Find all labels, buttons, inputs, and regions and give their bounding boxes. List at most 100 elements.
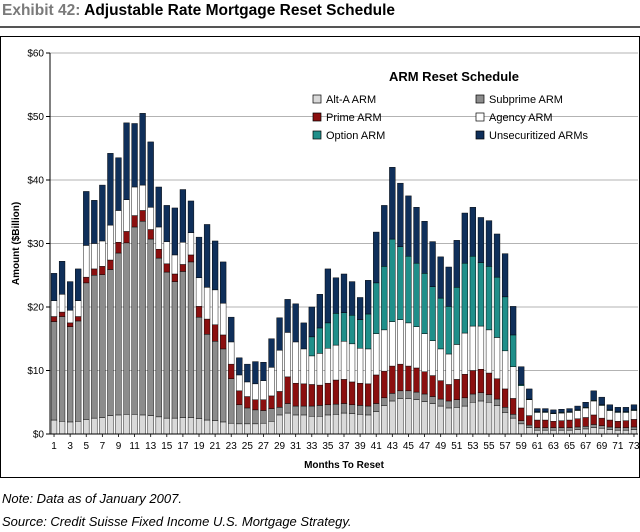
bar-unsecuritized-month-48 [429, 241, 436, 287]
bar-prime-month-16 [171, 273, 178, 282]
bar-unsecuritized-month-29 [276, 317, 283, 351]
bar-alt-a-month-13 [147, 415, 154, 435]
bar-alt-a-month-4 [75, 421, 82, 435]
bar-prime-month-47 [421, 371, 428, 395]
bar-agency-month-8 [107, 224, 114, 261]
x-tick-label: 55 [483, 441, 495, 452]
bar-prime-month-44 [397, 363, 404, 392]
bar-agency-month-36 [332, 344, 340, 381]
bar-subprime-month-1 [50, 321, 58, 421]
bar-subprime-month-6 [91, 275, 98, 419]
bar-unsecuritized-month-63 [550, 409, 557, 414]
bar-option-month-54 [477, 262, 485, 327]
bar-prime-month-42 [381, 370, 388, 399]
bar-option-month-56 [493, 276, 501, 338]
bar-alt-a-month-39 [356, 414, 364, 435]
bar-subprime-month-14 [155, 257, 162, 418]
bar-subprime-month-8 [107, 269, 114, 416]
bar-subprime-month-67 [582, 426, 589, 430]
y-tick-label: $0 [33, 430, 45, 441]
bar-option-month-41 [373, 282, 380, 334]
bar-subprime-month-34 [316, 405, 323, 417]
bar-unsecuritized-month-10 [123, 122, 130, 200]
bar-agency-month-51 [453, 344, 460, 380]
bar-alt-a-month-10 [123, 414, 130, 435]
bar-subprime-month-70 [606, 426, 613, 430]
bar-unsecuritized-month-59 [518, 366, 525, 385]
y-tick-label: $20 [27, 303, 44, 314]
bar-prime-month-30 [284, 376, 291, 404]
bar-subprime-month-63 [550, 427, 557, 431]
bar-agency-month-13 [147, 207, 154, 230]
bar-prime-month-22 [220, 334, 227, 350]
bar-agency-month-9 [115, 210, 122, 243]
bar-alt-a-month-35 [324, 414, 332, 435]
bar-agency-month-22 [220, 302, 227, 336]
bar-agency-month-63 [550, 413, 557, 422]
bar-prime-month-25 [244, 396, 251, 409]
x-tick-label: 15 [161, 441, 173, 452]
x-tick-label: 73 [628, 441, 639, 452]
bar-prime-month-62 [542, 419, 549, 428]
bar-agency-month-1 [50, 300, 58, 317]
bar-subprime-month-28 [268, 408, 275, 422]
bar-prime-month-65 [566, 419, 573, 428]
bar-option-month-39 [356, 319, 364, 349]
x-tick-label: 49 [435, 441, 447, 452]
bar-subprime-month-60 [526, 424, 533, 428]
bar-subprime-month-65 [566, 427, 573, 431]
bar-unsecuritized-month-17 [179, 189, 187, 243]
x-tick-label: 43 [387, 441, 399, 452]
bar-agency-month-54 [477, 325, 485, 370]
bar-option-month-49 [437, 297, 444, 350]
bar-agency-month-69 [598, 405, 605, 419]
bar-alt-a-month-62 [542, 429, 549, 435]
bar-prime-month-18 [187, 254, 195, 263]
bar-agency-month-2 [58, 294, 66, 313]
bar-subprime-month-32 [300, 405, 307, 416]
bar-agency-month-3 [67, 309, 74, 324]
bar-agency-month-45 [405, 322, 412, 367]
bar-prime-month-27 [260, 399, 267, 411]
bar-subprime-month-23 [228, 378, 235, 424]
bar-alt-a-month-52 [461, 405, 468, 435]
bar-prime-month-71 [614, 421, 621, 428]
x-tick-label: 69 [596, 441, 608, 452]
exhibit-label: Exhibit 42: [2, 2, 81, 19]
bar-unsecuritized-month-42 [381, 205, 388, 267]
bar-agency-month-59 [518, 385, 525, 409]
bar-prime-month-20 [203, 318, 211, 335]
bar-agency-month-47 [421, 333, 428, 372]
bar-option-month-42 [381, 266, 388, 331]
bar-alt-a-month-8 [107, 415, 114, 435]
bar-alt-a-month-34 [316, 415, 323, 435]
bar-option-month-47 [421, 273, 428, 334]
bar-option-month-48 [429, 286, 436, 341]
bar-option-month-35 [324, 322, 332, 349]
bar-unsecuritized-month-60 [526, 388, 533, 400]
bar-prime-month-5 [83, 276, 90, 284]
bar-unsecuritized-month-56 [493, 233, 501, 278]
bar-alt-a-month-43 [389, 400, 396, 435]
legend-label-unsecuritized: Unsecuritized ARMs [489, 130, 589, 142]
bar-unsecuritized-month-41 [373, 231, 380, 284]
bar-agency-month-65 [566, 412, 573, 421]
bar-unsecuritized-month-8 [107, 153, 114, 226]
x-tick-label: 5 [83, 441, 89, 452]
bar-subprime-month-22 [220, 348, 227, 423]
x-tick-label: 51 [451, 441, 463, 452]
bar-prime-month-56 [493, 378, 501, 400]
bar-unsecuritized-month-50 [445, 266, 452, 307]
bar-unsecuritized-month-44 [397, 182, 404, 247]
bar-alt-a-month-72 [622, 429, 630, 435]
legend-label-agency: Agency ARM [489, 112, 553, 124]
bar-option-month-58 [510, 334, 517, 367]
bar-prime-month-67 [582, 417, 589, 427]
bar-agency-month-64 [558, 412, 565, 421]
bar-subprime-month-37 [340, 403, 348, 414]
bar-agency-month-7 [99, 240, 106, 267]
bar-prime-month-2 [58, 311, 66, 317]
x-tick-label: 35 [322, 441, 334, 452]
bar-option-month-40 [365, 313, 372, 350]
bar-agency-month-10 [123, 199, 130, 232]
